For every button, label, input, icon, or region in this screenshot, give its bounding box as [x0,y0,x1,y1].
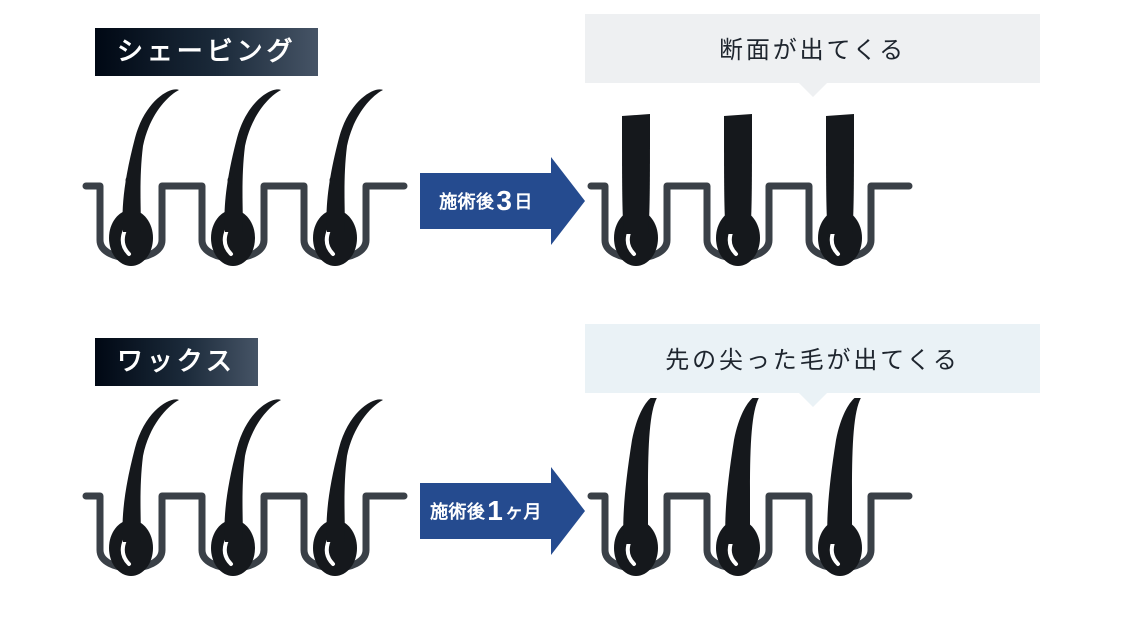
follicles-shaving-after [585,88,915,298]
arrow-prefix: 施術後 [439,188,494,214]
result-caption-text: 断面が出てくる [719,37,906,64]
follicles-wax-before [80,398,410,608]
row-shaving: シェービング 断面が出てくる 施術後 3 日 [0,20,1140,320]
arrow-number: 1 [487,495,503,527]
arrow-body-shaving: 施術後 3 日 [420,173,552,229]
method-label-shaving: シェービング [95,28,318,76]
arrow-body-wax: 施術後 1 ヶ月 [420,483,552,539]
arrow-suffix: 日 [514,188,532,214]
result-caption-wax: 先の尖った毛が出てくる [585,324,1040,393]
row-wax: ワックス 先の尖った毛が出てくる 施術後 1 ヶ月 [0,330,1140,630]
result-caption-text: 先の尖った毛が出てくる [665,347,959,374]
arrow-number: 3 [496,185,512,217]
arrow-shaving: 施術後 3 日 [420,170,585,232]
follicles-wax-after [585,398,915,608]
arrow-wax: 施術後 1 ヶ月 [420,480,585,542]
method-label-wax: ワックス [95,338,258,386]
arrow-head-icon [551,467,585,555]
follicles-shaving-before [80,88,410,298]
arrow-prefix: 施術後 [430,498,485,524]
arrow-suffix: ヶ月 [505,498,542,524]
result-caption-shaving: 断面が出てくる [585,14,1040,83]
arrow-head-icon [551,157,585,245]
